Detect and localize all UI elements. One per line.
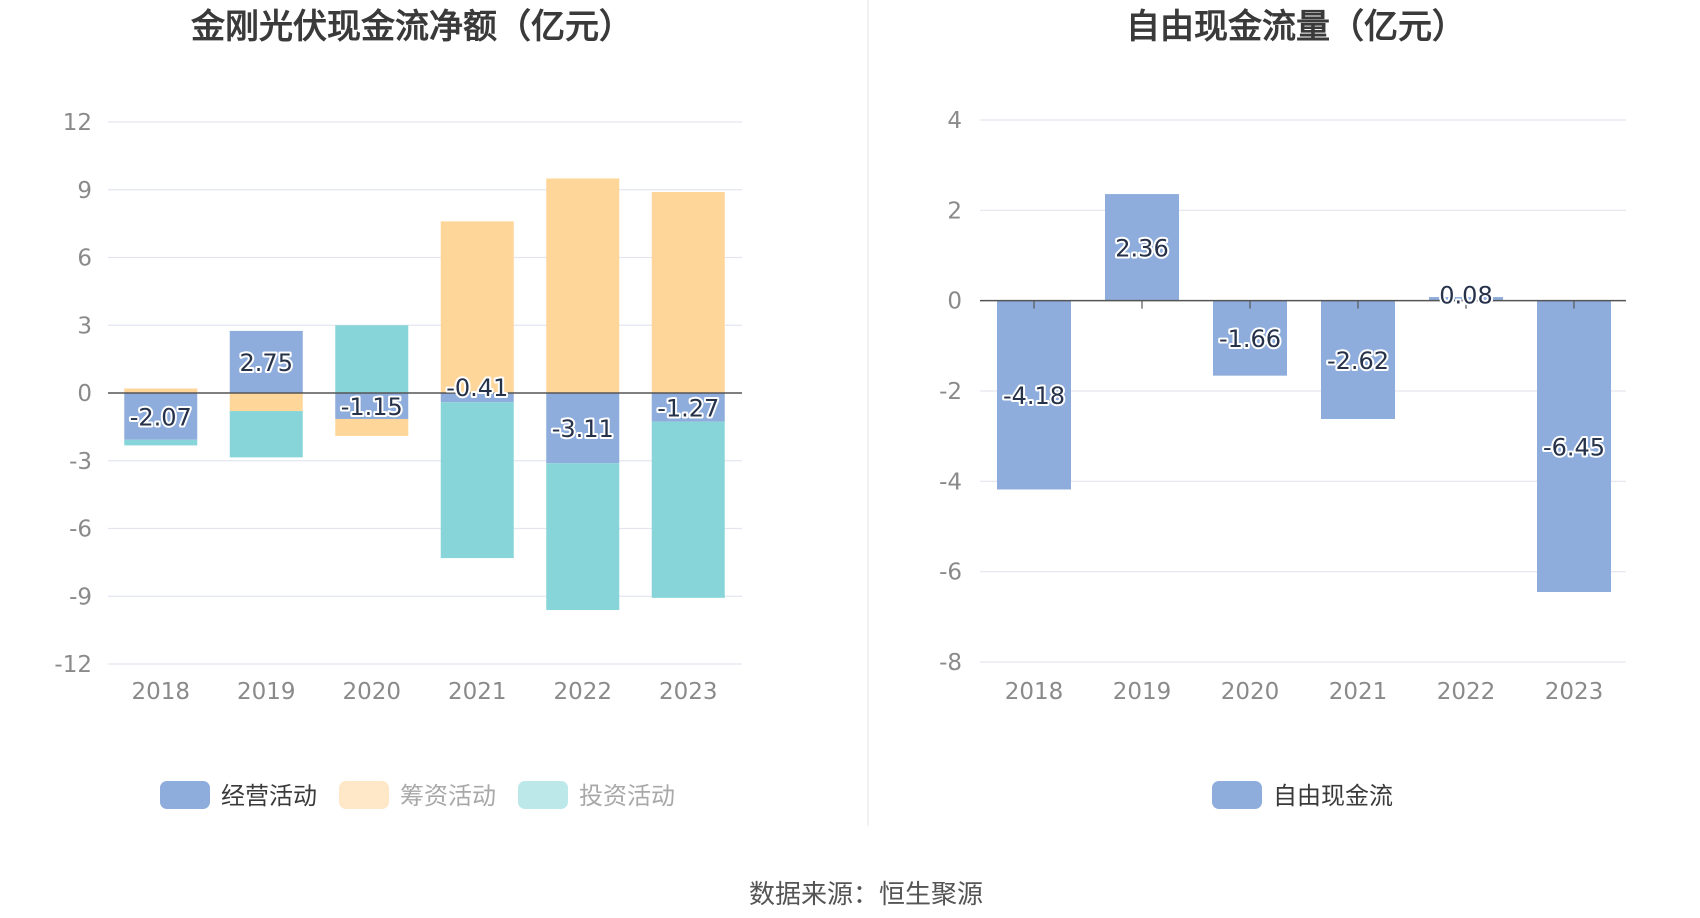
y-tick-label: -8	[939, 650, 962, 676]
x-tick-label: 2023	[1545, 679, 1604, 705]
legend: 自由现金流	[1212, 781, 1393, 810]
data-label: -1.15	[341, 393, 403, 421]
y-tick-label: 0	[947, 289, 962, 315]
legend-swatch	[1212, 781, 1262, 809]
y-tick-label: 4	[947, 108, 962, 134]
bar-筹资活动-2021	[440, 221, 514, 393]
chart-title: 自由现金流量（亿元）	[1126, 7, 1466, 47]
chart-title: 金刚光伏现金流净额（亿元）	[190, 7, 633, 47]
bar-投资活动-2022	[546, 463, 620, 611]
bar-经营活动-2022	[546, 393, 620, 464]
y-tick-label: -3	[69, 449, 92, 475]
x-tick-label: 2021	[448, 679, 507, 705]
y-tick-label: 12	[63, 110, 92, 136]
y-tick-label: 6	[77, 246, 92, 272]
y-tick-label: -4	[939, 469, 962, 495]
legend: 经营活动 筹资活动 投资活动	[160, 781, 675, 810]
data-label: -1.66	[1219, 325, 1281, 353]
bar-自由现金流-2019	[1105, 194, 1179, 301]
y-tick-label: 0	[77, 381, 92, 407]
x-tick-label: 2020	[1221, 679, 1280, 705]
legend-swatch	[339, 781, 389, 809]
legend-label: 筹资活动	[400, 782, 496, 810]
chart-2: 自由现金流量（亿元） 4 2 0 -2 -4 -6 -8 -4.18 2.36 -1.66 -2.62…	[939, 7, 1626, 810]
bar-自由现金流-2018	[997, 300, 1071, 490]
legend-label: 经营活动	[221, 782, 317, 810]
bar-投资活动-2023	[651, 421, 725, 598]
data-label: -6.45	[1543, 433, 1605, 461]
x-tick-label: 2022	[553, 679, 612, 705]
bar-筹资活动-2022	[546, 178, 620, 393]
chart-1: 金刚光伏现金流净额（亿元） 12 9 6 3 0 -3 -6 -9 -12 -2.07 2.75 -1.…	[54, 7, 742, 810]
data-label: 2.36	[1115, 234, 1168, 262]
bar-投资活动-2019	[229, 411, 303, 458]
bar-经营活动-2018	[124, 393, 198, 440]
bar-自由现金流-2022	[1429, 297, 1503, 301]
x-tick-label: 2019	[237, 679, 296, 705]
bar-经营活动-2023	[651, 393, 725, 422]
source-text: 数据来源：恒生聚源	[749, 880, 983, 910]
bar-经营活动-2021	[440, 393, 514, 403]
x-tick-label: 2018	[1005, 679, 1064, 705]
y-tick-label: -6	[939, 560, 962, 586]
y-tick-label: -2	[939, 379, 962, 405]
data-label: -2.62	[1327, 347, 1389, 375]
data-label: -4.18	[1003, 382, 1065, 410]
data-label: -0.41	[446, 374, 508, 402]
bar-筹资活动-2023	[651, 192, 725, 393]
data-label: -3.11	[552, 415, 614, 443]
x-tick-label: 2020	[342, 679, 401, 705]
y-tick-label: -12	[54, 652, 92, 678]
x-tick-label: 2019	[1113, 679, 1172, 705]
bar-投资活动-2018	[124, 439, 198, 446]
bar-筹资活动-2018	[124, 388, 198, 393]
bar-自由现金流-2023	[1537, 300, 1611, 592]
bar-投资活动-2020	[335, 325, 409, 393]
data-label: -2.07	[130, 403, 192, 431]
data-label: -1.27	[657, 394, 719, 422]
y-tick-label: 9	[77, 178, 92, 204]
y-tick-label: -9	[69, 584, 92, 610]
x-tick-label: 2022	[1437, 679, 1496, 705]
bar-经营活动-2020	[335, 393, 409, 419]
bar-筹资活动-2019	[229, 393, 303, 412]
data-label: 0.08	[1439, 282, 1492, 310]
legend-label: 投资活动	[579, 782, 675, 810]
x-tick-label: 2018	[131, 679, 190, 705]
bar-自由现金流-2020	[1213, 300, 1287, 376]
y-tick-label: -6	[69, 517, 92, 543]
y-tick-label: 3	[77, 313, 92, 339]
legend-swatch	[518, 781, 568, 809]
legend-swatch	[160, 781, 210, 809]
x-tick-label: 2023	[659, 679, 718, 705]
data-label: 2.75	[240, 349, 293, 377]
y-tick-label: 2	[947, 198, 962, 224]
bar-自由现金流-2021	[1321, 300, 1395, 420]
bar-投资活动-2021	[440, 402, 514, 559]
bar-经营活动-2019	[229, 330, 303, 393]
x-tick-label: 2021	[1329, 679, 1388, 705]
legend-label: 自由现金流	[1273, 782, 1393, 810]
bar-筹资活动-2020	[335, 418, 409, 436]
